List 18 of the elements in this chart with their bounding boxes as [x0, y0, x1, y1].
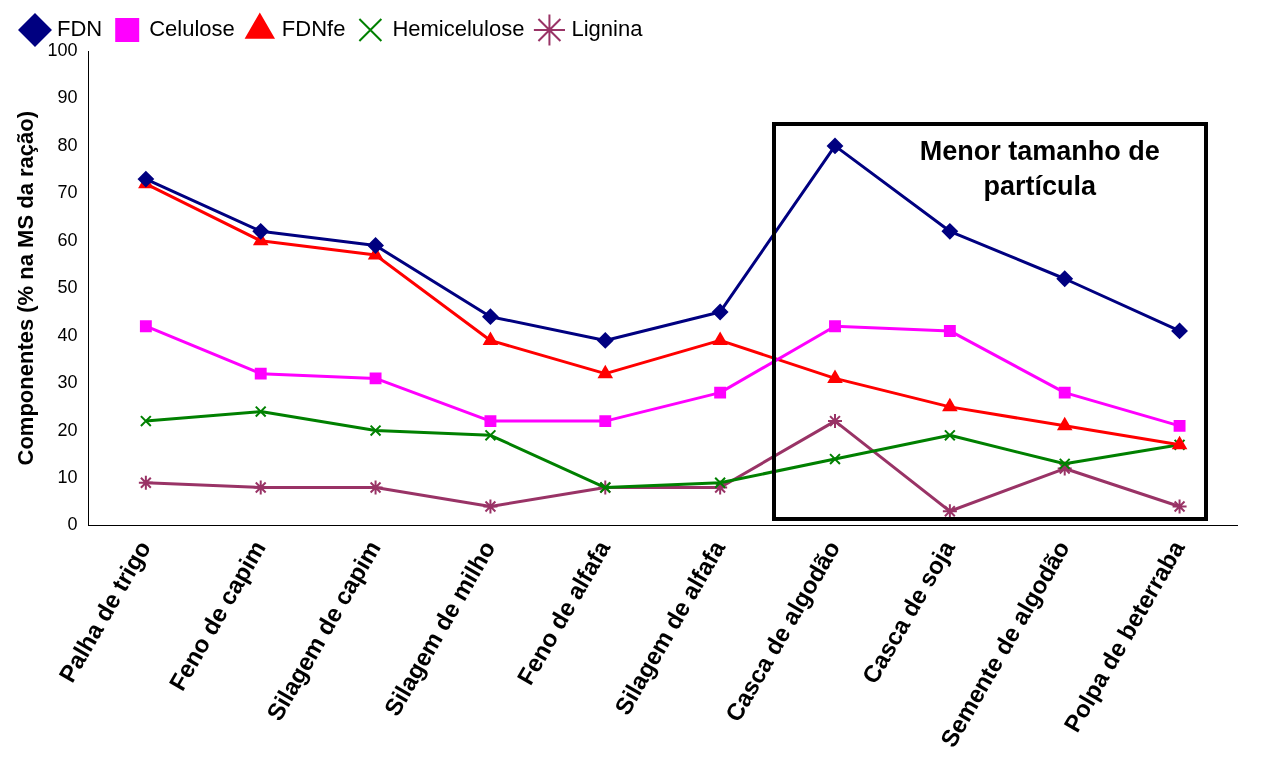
legend-label: Hemicelulose — [392, 16, 525, 42]
y-tick-label: 90 — [57, 87, 78, 108]
y-tick-label: 20 — [57, 419, 78, 440]
legend-label: FDNfe — [281, 16, 346, 42]
legend-label: Lignina — [571, 16, 644, 42]
legend-label: FDN — [57, 16, 103, 42]
y-tick-label: 50 — [57, 277, 78, 298]
y-tick-label: 30 — [57, 372, 78, 393]
y-axis-title: Componentes (% na MS da ração) — [13, 110, 39, 466]
y-tick-label: 100 — [47, 39, 78, 60]
y-tick-label: 0 — [67, 514, 78, 535]
y-tick-label: 80 — [57, 134, 78, 155]
legend-label: Celulose — [149, 16, 235, 42]
annotation: Menor tamanho de partícula — [918, 135, 1161, 204]
y-tick-label: 70 — [57, 182, 78, 203]
y-tick-label: 40 — [57, 324, 78, 345]
y-tick-label: 10 — [57, 467, 78, 487]
y-tick-label: 60 — [57, 229, 78, 250]
